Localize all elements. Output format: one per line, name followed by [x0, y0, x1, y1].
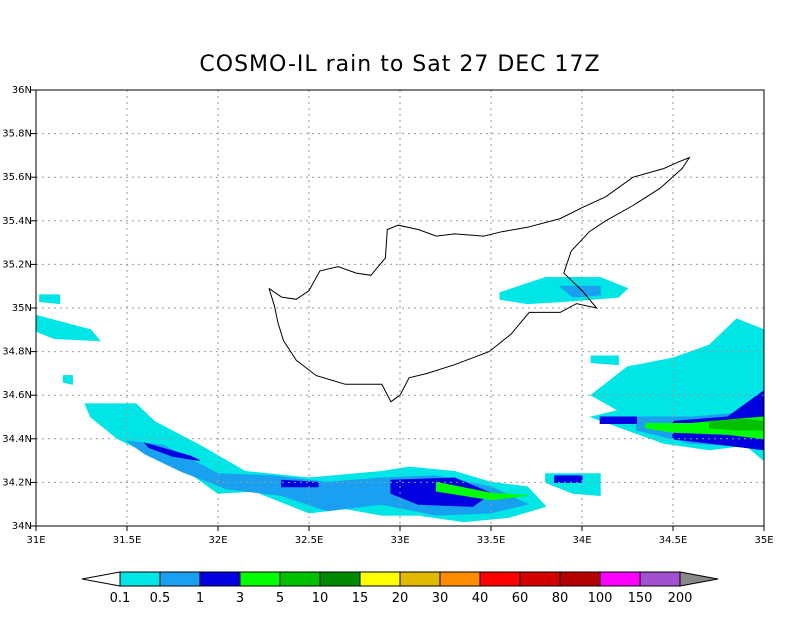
colorbar-label: 150	[628, 591, 653, 606]
lon-tick-label: 33.5E	[477, 535, 506, 546]
rain-area-2	[62, 375, 73, 385]
lon-tick-label: 35E	[754, 535, 773, 546]
colorbar-label: 0.5	[150, 591, 171, 606]
rain-area-15	[599, 416, 638, 424]
colorbar-over-arrow	[679, 571, 719, 587]
latitude-ticks: 34N 34.2N 34.4N 34.6N 34.8N 35N 35.2N 35.4N 35.6…	[2, 85, 36, 532]
colorbar-swatch	[159, 571, 201, 587]
lat-tick-label: 35.6N	[2, 172, 32, 183]
colorbar-under-arrow	[81, 571, 121, 587]
colorbar-swatch	[239, 571, 281, 587]
colorbar-swatch	[119, 571, 161, 587]
colorbar-label: 10	[312, 591, 329, 606]
colorbar-label: 100	[588, 591, 613, 606]
precipitation-layer	[36, 277, 764, 523]
rain-area-7	[590, 355, 619, 366]
colorbar-label: 20	[392, 591, 409, 606]
colorbar-label: 30	[432, 591, 449, 606]
rain-area-1	[39, 294, 61, 305]
rain-area-17	[435, 481, 528, 501]
colorbar-swatch	[399, 571, 441, 587]
lat-tick-label: 34.6N	[2, 390, 32, 401]
colorbar-swatch	[439, 571, 481, 587]
lon-tick-label: 31E	[26, 535, 45, 546]
colorbar: 0.1 0.5 1 3 5 10 15 20 30 40 60 80 100 150 200	[81, 571, 719, 606]
colorbar-swatch	[359, 571, 401, 587]
lat-tick-label: 35.2N	[2, 259, 32, 270]
colorbar-label: 5	[276, 591, 284, 606]
lat-tick-label: 34N	[12, 521, 32, 532]
colorbar-label: 15	[352, 591, 369, 606]
colorbar-swatch	[599, 571, 641, 587]
colorbar-swatch	[199, 571, 241, 587]
lon-tick-label: 33E	[390, 535, 409, 546]
colorbar-swatch	[639, 571, 681, 587]
lat-tick-label: 36N	[12, 85, 32, 96]
lat-tick-label: 34.8N	[2, 347, 32, 358]
rain-area-5	[499, 277, 629, 305]
map-title: COSMO-IL rain to Sat 27 DEC 17Z	[199, 52, 601, 77]
colorbar-swatch	[319, 571, 361, 587]
lat-tick-label: 34.2N	[2, 477, 32, 488]
rain-area-9	[558, 285, 601, 298]
longitude-ticks: 31E 31.5E 32E 32.5E 33E 33.5E 34E 34.5E 35E	[26, 526, 774, 546]
lon-tick-label: 32E	[208, 535, 227, 546]
colorbar-label: 3	[236, 591, 244, 606]
lat-tick-label: 35N	[12, 303, 32, 314]
colorbar-label: 200	[668, 591, 693, 606]
rain-area-0	[36, 314, 101, 342]
colorbar-swatch	[479, 571, 521, 587]
lon-tick-label: 31.5E	[113, 535, 142, 546]
colorbar-swatch	[519, 571, 561, 587]
lat-tick-label: 35.4N	[2, 216, 32, 227]
colorbar-swatch	[279, 571, 321, 587]
colorbar-label: 0.1	[110, 591, 131, 606]
lat-tick-label: 35.8N	[2, 129, 32, 140]
rain-area-11	[143, 442, 201, 462]
colorbar-label: 80	[552, 591, 569, 606]
rain-area-19	[708, 418, 764, 431]
colorbar-label: 60	[512, 591, 529, 606]
lon-tick-label: 34E	[572, 535, 591, 546]
grid-lines	[36, 90, 764, 526]
cyprus-coastline	[268, 156, 691, 403]
lon-tick-label: 32.5E	[295, 535, 324, 546]
colorbar-swatch	[559, 571, 601, 587]
rain-area-14	[554, 475, 583, 483]
colorbar-label: 1	[196, 591, 204, 606]
colorbar-label: 40	[472, 591, 489, 606]
lon-tick-label: 34.5E	[659, 535, 688, 546]
lat-tick-label: 34.4N	[2, 434, 32, 445]
